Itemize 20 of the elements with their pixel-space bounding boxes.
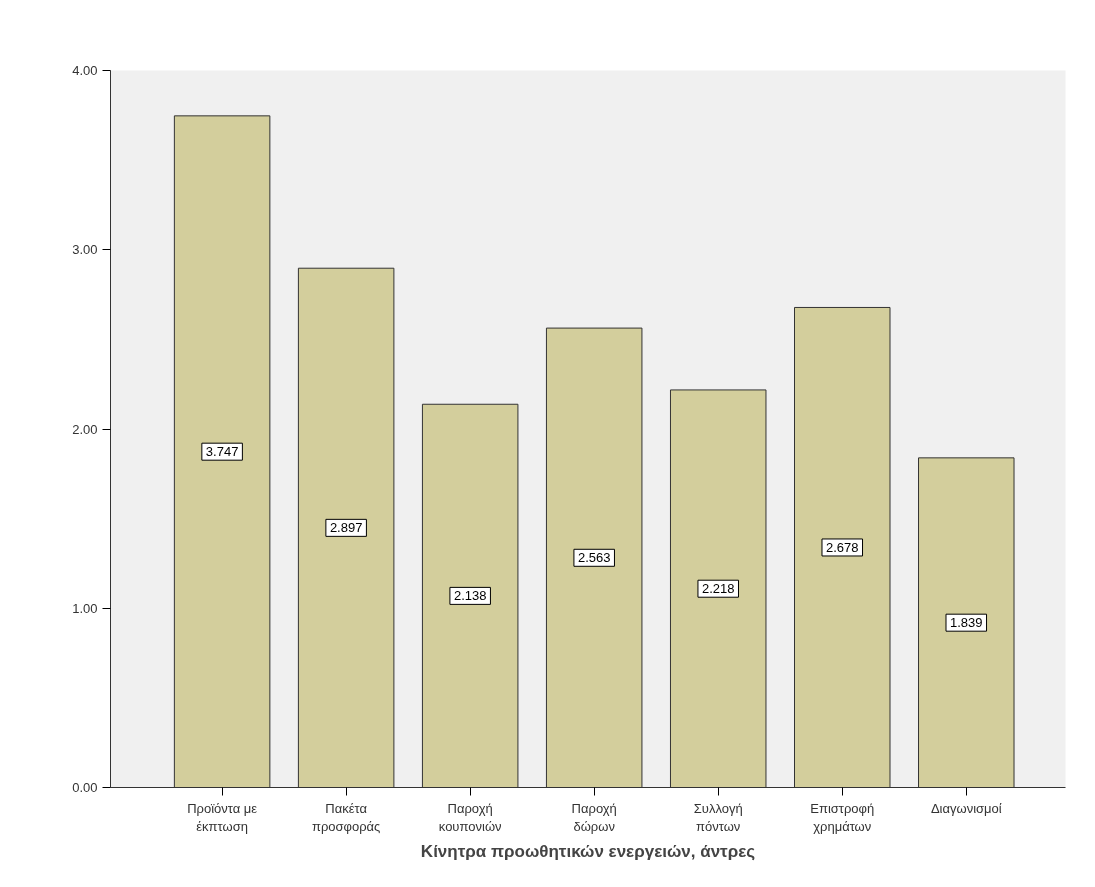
data-label: 3.747 — [205, 444, 239, 460]
y-tick-label: 2.00 — [72, 421, 98, 437]
data-label: 2.218 — [701, 581, 735, 597]
x-axis-title: Κίνητρα προωθητικών ενεργειών, άντρες — [420, 841, 756, 861]
x-tick-label: Συλλογή πόντων — [693, 800, 743, 834]
y-tick-label: 0.00 — [72, 780, 98, 795]
y-tick-label: 4.00 — [72, 63, 98, 78]
x-tick-label: Παροχή δώρων — [571, 800, 617, 834]
data-label: 2.563 — [577, 550, 611, 566]
data-label: 2.678 — [825, 539, 859, 555]
x-tick-label: Προϊόντα με έκπτωση — [187, 800, 258, 834]
x-tick-label: Πακέτα προσφοράς — [311, 800, 381, 834]
y-tick-label: 3.00 — [72, 242, 98, 258]
x-tick-label: Παροχή κουπονιών — [438, 800, 502, 834]
data-label: 2.897 — [329, 520, 363, 536]
data-label: 2.138 — [453, 588, 487, 604]
data-label: 1.839 — [950, 615, 983, 631]
x-tick-label: Διαγωνισμοί — [930, 800, 1002, 816]
y-tick-label: 1.00 — [72, 600, 98, 616]
x-tick-label: Επιστροφή χρημάτων — [810, 800, 875, 834]
